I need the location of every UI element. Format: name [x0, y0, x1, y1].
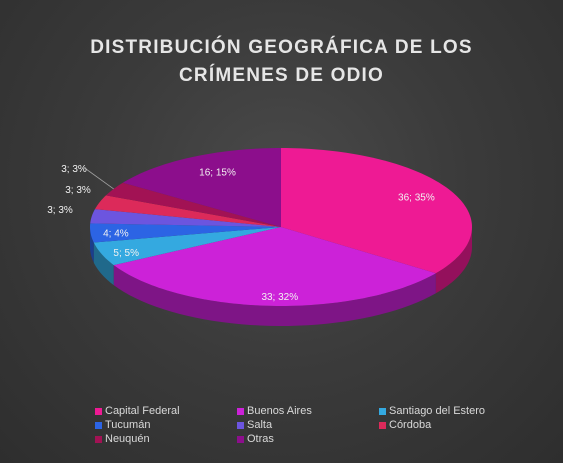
leader-line-neuqu-n [85, 168, 114, 190]
legend-label: Tucumán [105, 419, 151, 431]
pie-side-tucum-n [90, 227, 94, 263]
legend-swatch [379, 407, 386, 415]
data-label-neuqu-n: 3; 3% [61, 164, 87, 175]
legend-item-c-rdoba: Córdoba [379, 418, 521, 432]
data-label-santiago-del-estero: 5; 5% [113, 248, 139, 259]
pie-side-buenos-aires [113, 265, 436, 326]
legend-label: Neuquén [105, 433, 150, 445]
legend-label: Salta [247, 419, 273, 431]
pie-slice-c-rdoba [94, 195, 281, 227]
legend-swatch [237, 421, 244, 429]
legend-swatch [379, 421, 386, 429]
data-label-otras: 16; 15% [199, 168, 236, 179]
pie-side-walls [90, 227, 472, 326]
pie-data-labels: 36; 35% 33; 32% 5; 5% 4; 4% 3; 3% 3; 3% 3; 3% 1… [47, 164, 435, 303]
legend-label: Capital Federal [105, 405, 180, 417]
chart-title: DISTRIBUCIÓN GEOGRÁFICA DE LOS CRÍMENES … [0, 34, 563, 90]
chart-title-line-1: DISTRIBUCIÓN GEOGRÁFICA DE LOS [90, 37, 473, 58]
pie-side-santiago-del-estero [93, 242, 114, 286]
legend-swatch [237, 407, 244, 415]
legend-swatch [95, 421, 102, 429]
pie-side-capital-federal [435, 227, 472, 294]
legend-item-buenos-aires: Buenos Aires [237, 404, 379, 418]
chart-title-line-2: CRÍMENES DE ODIO [179, 65, 384, 86]
legend-swatch [237, 435, 244, 443]
chart-legend: Capital Federal Buenos Aires Santiago del … [95, 404, 515, 446]
data-label-salta: 3; 3% [47, 205, 73, 216]
legend-item-neuqu-n: Neuquén [95, 432, 237, 446]
pie-slice-tucum-n [90, 223, 281, 243]
legend-label: Córdoba [389, 419, 432, 431]
legend-swatch [95, 435, 102, 443]
data-label-tucum-n: 4; 4% [103, 229, 129, 240]
pie-slice-otras [122, 148, 281, 227]
legend-swatch [95, 407, 102, 415]
legend-item-santiago-del-estero: Santiago del Estero [379, 404, 521, 418]
data-label-buenos-aires: 33; 32% [261, 292, 298, 303]
legend-label: Santiago del Estero [389, 405, 486, 417]
pie-slice-santiago-del-estero [93, 227, 282, 266]
pie-slice-salta [90, 209, 281, 227]
legend-item-capital-federal: Capital Federal [95, 404, 237, 418]
legend-label: Otras [247, 433, 274, 445]
pie-slice-neuqu-n [105, 182, 282, 227]
legend-item-tucum-n: Tucumán [95, 418, 237, 432]
data-label-capital-federal: 36; 35% [398, 193, 435, 204]
pie-slice-buenos-aires [113, 227, 436, 306]
legend-label: Buenos Aires [247, 405, 312, 417]
legend-item-otras: Otras [237, 432, 379, 446]
pie-slice-capital-federal [281, 148, 472, 274]
legend-item-salta: Salta [237, 418, 379, 432]
data-label-c-rdoba: 3; 3% [65, 185, 91, 196]
pie-top-slices [90, 148, 472, 306]
